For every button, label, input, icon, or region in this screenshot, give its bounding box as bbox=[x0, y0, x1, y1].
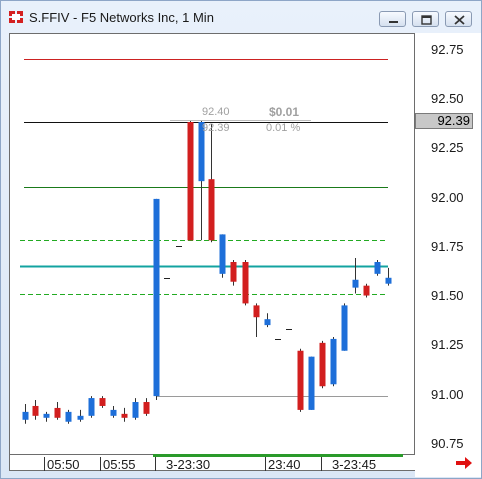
candle-body bbox=[132, 402, 139, 418]
price-label: 91.25 bbox=[431, 337, 464, 352]
candle-body bbox=[198, 121, 205, 182]
time-label: 05:50 bbox=[47, 457, 80, 472]
candle-body bbox=[297, 350, 304, 410]
candle-body bbox=[319, 342, 326, 387]
candle-body bbox=[208, 179, 215, 241]
app-logo-icon bbox=[9, 11, 23, 23]
candle-body bbox=[363, 285, 370, 296]
info-change-pct: 0.01 % bbox=[266, 122, 301, 134]
candle-body bbox=[253, 305, 260, 318]
candle-body bbox=[121, 413, 128, 418]
close-button[interactable] bbox=[445, 11, 472, 27]
candle-body bbox=[187, 121, 194, 241]
candle-body bbox=[88, 398, 95, 416]
time-label: 3-23:45 bbox=[332, 457, 377, 472]
axis-corner bbox=[415, 455, 481, 477]
candle-body bbox=[43, 413, 50, 418]
info-low: 92.39 bbox=[202, 122, 230, 134]
session-bar bbox=[153, 454, 403, 457]
candle-body bbox=[99, 398, 106, 406]
maximize-button[interactable] bbox=[412, 11, 439, 27]
time-label: 05:55 bbox=[103, 457, 136, 472]
candle-body bbox=[110, 409, 117, 416]
candle-body bbox=[352, 279, 359, 288]
price-label: 92.75 bbox=[431, 42, 464, 57]
info-change: $0.01 bbox=[269, 105, 300, 119]
time-tick bbox=[100, 457, 101, 471]
candle-body bbox=[264, 319, 271, 326]
price-axis[interactable] bbox=[415, 33, 481, 455]
window-title: S.FFIV - F5 Networks Inc, 1 Min bbox=[29, 10, 214, 25]
close-icon bbox=[454, 15, 465, 25]
minimize-button[interactable] bbox=[379, 11, 406, 27]
candle-body bbox=[374, 262, 381, 274]
time-label: 3-23:30 bbox=[166, 457, 211, 472]
candle-body bbox=[330, 338, 337, 385]
candle-body bbox=[219, 234, 226, 274]
candle-body bbox=[341, 305, 348, 351]
price-plot-area[interactable] bbox=[9, 33, 415, 455]
price-label: 91.00 bbox=[431, 387, 464, 402]
candle-body bbox=[242, 262, 249, 304]
candle-body bbox=[54, 407, 61, 418]
time-tick bbox=[155, 457, 156, 471]
time-label: 23:40 bbox=[268, 457, 301, 472]
restore-icon bbox=[421, 15, 432, 25]
current-price-marker: 92.39 bbox=[415, 113, 473, 129]
price-label: 91.75 bbox=[431, 239, 464, 254]
candle-body bbox=[143, 402, 150, 414]
price-label: 92.00 bbox=[431, 190, 464, 205]
info-high: 92.40 bbox=[202, 106, 230, 118]
candle-body bbox=[153, 198, 160, 397]
scroll-right-arrow-icon[interactable] bbox=[454, 455, 474, 471]
price-label: 90.75 bbox=[431, 436, 464, 451]
time-axis[interactable] bbox=[9, 455, 415, 471]
candle-body bbox=[22, 411, 29, 420]
candle-body bbox=[230, 262, 237, 282]
price-label: 91.50 bbox=[431, 288, 464, 303]
candle-body bbox=[308, 356, 315, 410]
time-tick bbox=[265, 457, 266, 471]
candle-body bbox=[385, 277, 392, 284]
price-label: 92.25 bbox=[431, 140, 464, 155]
candle-body bbox=[32, 405, 39, 416]
time-tick bbox=[321, 457, 322, 471]
candle-body bbox=[65, 411, 72, 422]
candle-body bbox=[77, 415, 84, 420]
minimize-icon bbox=[389, 21, 398, 23]
time-tick bbox=[44, 457, 45, 471]
candlestick-chart bbox=[20, 59, 392, 424]
price-label: 92.50 bbox=[431, 91, 464, 106]
title-bar[interactable]: S.FFIV - F5 Networks Inc, 1 Min bbox=[1, 1, 481, 31]
